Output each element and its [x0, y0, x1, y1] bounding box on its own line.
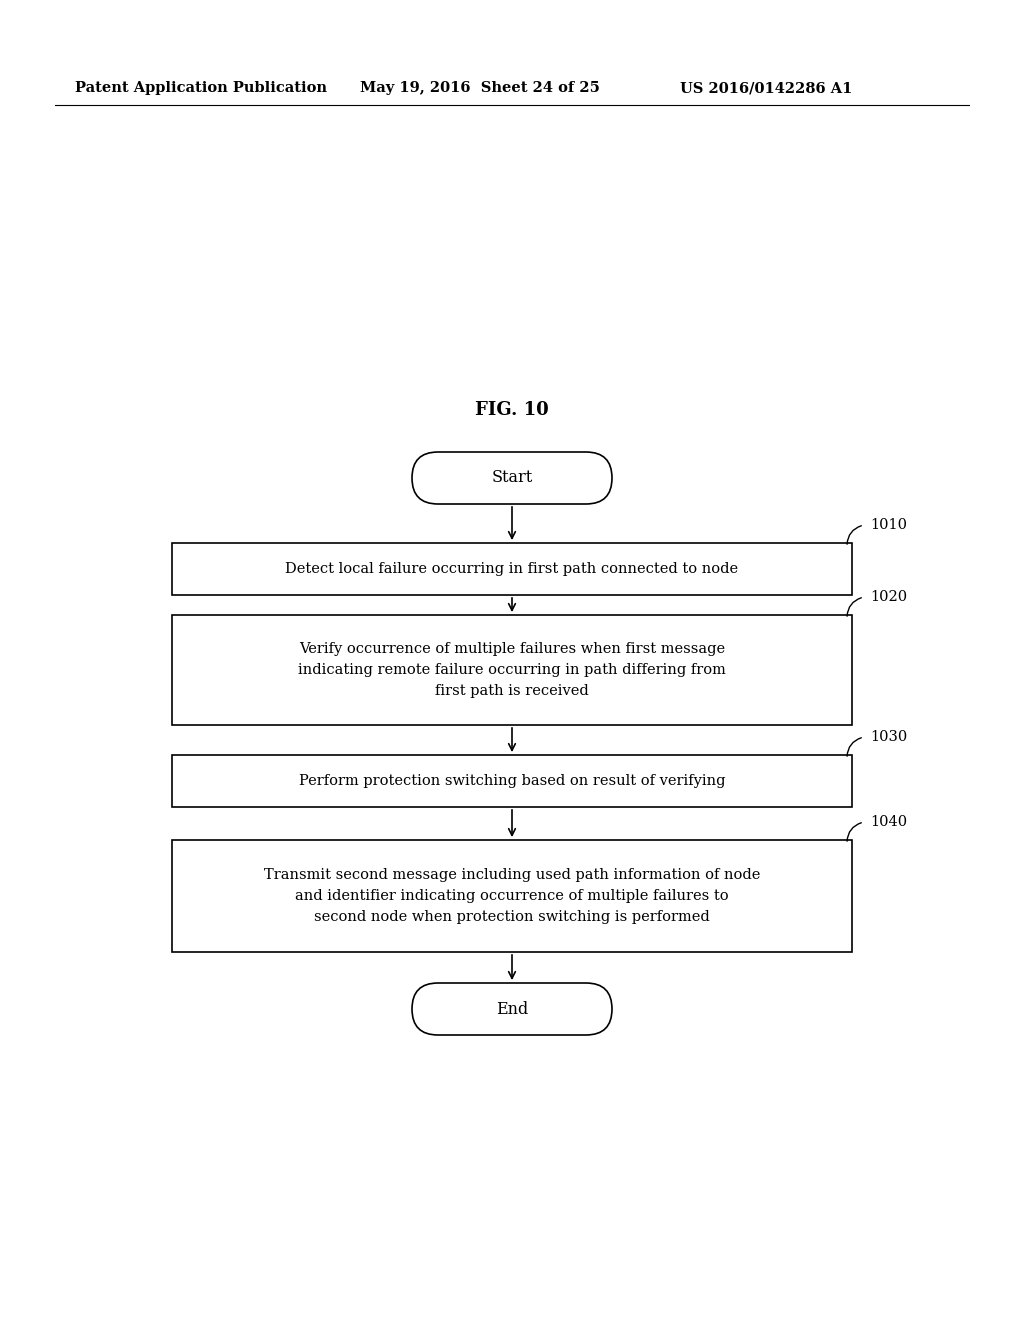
Bar	[172, 543, 852, 595]
FancyBboxPatch shape	[412, 983, 612, 1035]
Text: 1010: 1010	[870, 517, 907, 532]
Text: FIG. 10: FIG. 10	[475, 401, 549, 418]
Text: Detect local failure occurring in first path connected to node: Detect local failure occurring in first …	[286, 562, 738, 576]
Text: Verify occurrence of multiple failures when first message
indicating remote fail: Verify occurrence of multiple failures w…	[298, 643, 726, 697]
Text: Perform protection switching based on result of verifying: Perform protection switching based on re…	[299, 774, 725, 788]
Bar	[172, 840, 852, 952]
Text: Transmit second message including used path information of node
and identifier i: Transmit second message including used p…	[264, 869, 760, 924]
FancyBboxPatch shape	[412, 451, 612, 504]
Text: May 19, 2016  Sheet 24 of 25: May 19, 2016 Sheet 24 of 25	[360, 81, 600, 95]
Text: Start: Start	[492, 470, 532, 487]
Text: US 2016/0142286 A1: US 2016/0142286 A1	[680, 81, 852, 95]
Text: Patent Application Publication: Patent Application Publication	[75, 81, 327, 95]
Bar	[172, 755, 852, 807]
Text: End: End	[496, 1001, 528, 1018]
Text: 1020: 1020	[870, 590, 907, 605]
Text: 1040: 1040	[870, 814, 907, 829]
Text: 1030: 1030	[870, 730, 907, 744]
Bar	[172, 615, 852, 725]
